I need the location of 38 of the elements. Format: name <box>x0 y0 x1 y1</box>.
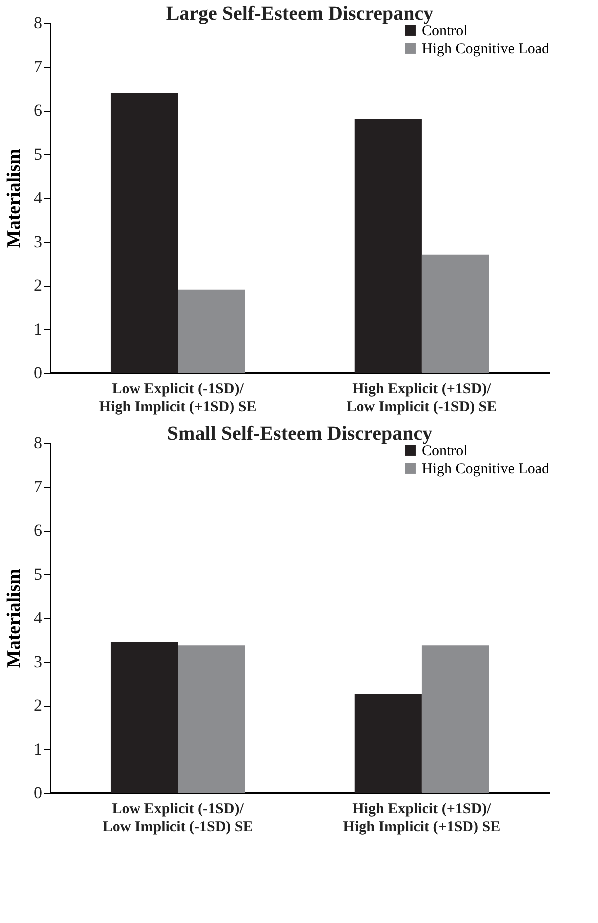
y-tick-label: 5 <box>34 144 42 164</box>
bar <box>110 642 178 793</box>
y-tick-label: 8 <box>34 14 42 32</box>
x-tick-label: Low Explicit (-1SD)/ Low Implicit (-1SD) SE <box>102 802 254 836</box>
y-tick-label: 7 <box>34 57 43 76</box>
y-tick-label: 0 <box>34 364 42 382</box>
y-tick-label: 4 <box>34 188 43 208</box>
y-tick-label: 4 <box>34 608 43 628</box>
y-axis-title: Materialism <box>4 568 25 668</box>
y-tick-label: 6 <box>34 521 42 540</box>
y-axis-title: Materialism <box>4 148 25 248</box>
chart-title: Large Self-Esteem Discrepancy <box>166 3 434 25</box>
y-tick-label: 1 <box>34 740 42 759</box>
y-tick-label: 1 <box>34 320 42 339</box>
x-tick-label: Low Explicit (-1SD)/ High Implicit (+1SD) SE <box>99 382 257 416</box>
bar <box>422 254 490 373</box>
y-tick-label: 3 <box>34 652 42 672</box>
y-tick-label: 2 <box>34 276 42 295</box>
y-tick-label: 5 <box>34 564 42 584</box>
legend-label: High Cognitive Load <box>422 42 550 58</box>
y-tick-label: 3 <box>34 232 42 252</box>
y-tick-label: 8 <box>34 434 42 452</box>
bar <box>178 646 246 793</box>
bar <box>110 93 178 373</box>
x-tick-label: High Explicit (+1SD)/ Low Implicit (-1SD) SE <box>346 382 498 416</box>
x-tick-label: High Explicit (+1SD)/ High Implicit (+1SD) SE <box>343 802 501 836</box>
y-tick-label: 6 <box>34 101 42 120</box>
bar <box>178 290 246 373</box>
bar <box>422 646 490 793</box>
legend-label: Control <box>422 24 468 40</box>
bar <box>354 694 422 793</box>
y-tick-label: 7 <box>34 477 43 496</box>
y-tick-label: 0 <box>34 784 42 802</box>
y-tick-label: 2 <box>34 696 42 715</box>
legend-label: High Cognitive Load <box>422 462 550 478</box>
chart-title: Small Self-Esteem Discrepancy <box>167 423 433 445</box>
legend-label: Control <box>422 444 468 460</box>
bar <box>354 119 422 373</box>
